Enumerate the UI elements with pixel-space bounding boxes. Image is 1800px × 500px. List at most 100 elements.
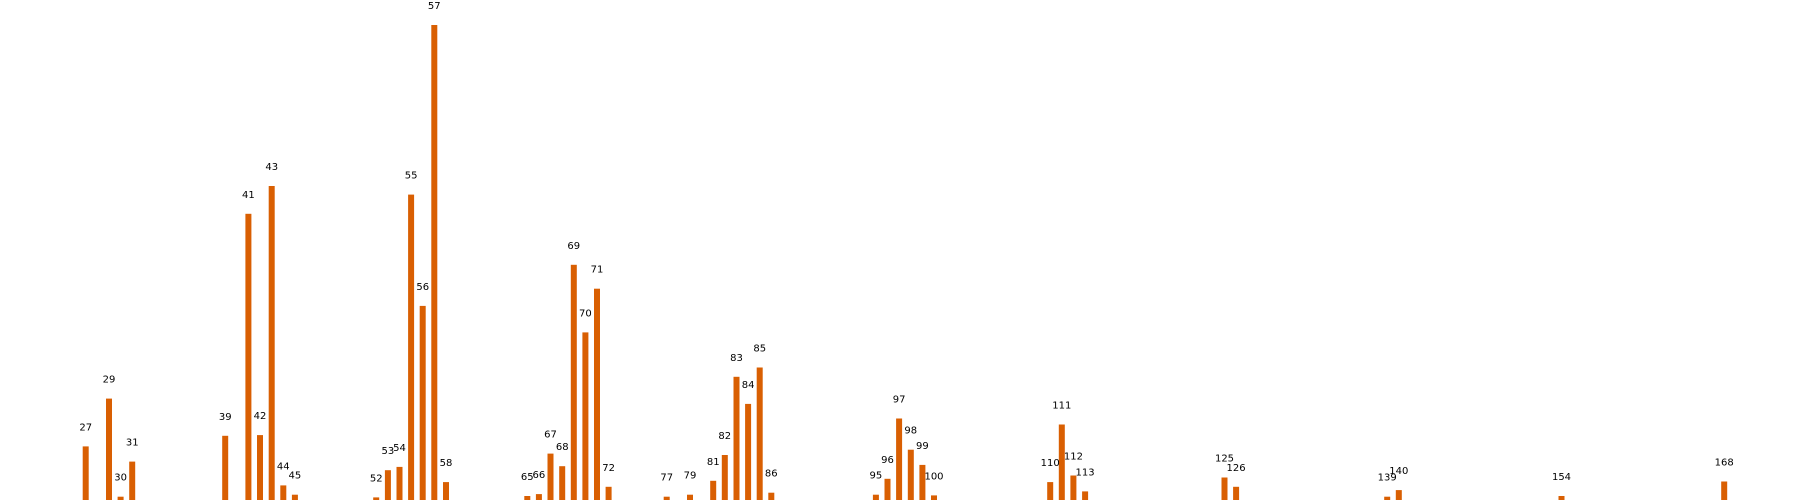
- bar-65: [524, 496, 531, 500]
- bar-83: [733, 376, 740, 500]
- bar-168: [1721, 481, 1728, 500]
- bar-label-68: 68: [556, 442, 569, 453]
- bar-45: [291, 494, 298, 500]
- bar-52: [373, 497, 380, 500]
- bar-139: [1384, 496, 1391, 500]
- bar-label-30: 30: [114, 473, 127, 484]
- bar-99: [919, 464, 926, 500]
- bar-85: [756, 367, 763, 500]
- bar-69: [570, 264, 577, 500]
- bar-label-100: 100: [924, 471, 943, 482]
- bar-58: [443, 482, 449, 500]
- bar-label-97: 97: [893, 395, 906, 406]
- bar-label-55: 55: [405, 171, 418, 182]
- bar-label-81: 81: [707, 457, 720, 468]
- bar-112: [1070, 475, 1077, 500]
- bar-label-86: 86: [765, 469, 778, 480]
- bar-56: [419, 305, 426, 500]
- bar-label-168: 168: [1715, 458, 1734, 469]
- bar-label-110: 110: [1041, 458, 1060, 469]
- bar-label-95: 95: [870, 471, 883, 482]
- bar-154: [1558, 496, 1565, 500]
- bar-label-85: 85: [753, 344, 766, 355]
- bar-label-96: 96: [881, 455, 894, 466]
- bar-31: [129, 461, 136, 500]
- bar-55: [408, 194, 415, 500]
- bar-41: [245, 213, 252, 500]
- bar-label-42: 42: [254, 411, 267, 422]
- bar-57: [431, 25, 438, 500]
- bar-84: [745, 403, 752, 500]
- bar-72: [605, 486, 612, 500]
- bar-39: [222, 435, 229, 500]
- bar-29: [106, 398, 112, 500]
- bar-82: [721, 455, 728, 500]
- bar-125: [1221, 477, 1228, 500]
- bar-label-154: 154: [1552, 472, 1571, 483]
- bar-label-67: 67: [544, 430, 557, 441]
- bar-label-57: 57: [428, 1, 441, 12]
- bars-layer: [82, 25, 1728, 500]
- bar-label-70: 70: [579, 308, 592, 319]
- bar-70: [582, 332, 589, 500]
- bar-label-139: 139: [1378, 473, 1397, 484]
- bar-113: [1082, 491, 1089, 500]
- bar-30: [117, 496, 124, 500]
- bar-66: [535, 494, 542, 500]
- bar-98: [907, 449, 914, 500]
- bar-label-54: 54: [393, 443, 406, 454]
- bar-label-41: 41: [242, 190, 255, 201]
- bar-110: [1047, 482, 1054, 500]
- bar-27: [82, 446, 89, 500]
- bar-111: [1058, 424, 1065, 500]
- bar-label-112: 112: [1064, 452, 1083, 463]
- bar-label-77: 77: [660, 473, 673, 484]
- bar-label-39: 39: [219, 412, 232, 423]
- bar-label-125: 125: [1215, 454, 1234, 465]
- bar-86: [768, 492, 775, 500]
- bar-label-66: 66: [533, 470, 546, 481]
- bar-label-65: 65: [521, 472, 534, 483]
- bar-43: [268, 186, 275, 500]
- bar-53: [384, 470, 391, 500]
- bar-95: [872, 494, 879, 500]
- bar-68: [559, 466, 566, 500]
- bar-label-111: 111: [1052, 401, 1071, 412]
- bar-label-79: 79: [684, 471, 697, 482]
- bar-label-45: 45: [289, 471, 302, 482]
- bar-label-69: 69: [567, 241, 580, 252]
- bar-label-84: 84: [742, 380, 755, 391]
- bar-100: [931, 495, 937, 500]
- bar-44: [280, 485, 287, 500]
- bar-label-27: 27: [79, 422, 92, 433]
- bar-label-98: 98: [904, 426, 917, 437]
- bar-label-82: 82: [718, 431, 731, 442]
- bar-67: [547, 453, 554, 500]
- bar-label-44: 44: [277, 461, 290, 472]
- bar-label-52: 52: [370, 473, 383, 484]
- bar-label-72: 72: [602, 463, 615, 474]
- bar-label-126: 126: [1227, 463, 1246, 474]
- bar-label-71: 71: [591, 265, 604, 276]
- bar-label-83: 83: [730, 353, 743, 364]
- bar-label-140: 140: [1389, 466, 1408, 477]
- bar-label-53: 53: [382, 446, 395, 457]
- bar-96: [884, 478, 891, 500]
- bar-label-43: 43: [265, 162, 278, 173]
- bar-140: [1395, 490, 1402, 500]
- bar-label-113: 113: [1076, 467, 1095, 478]
- bar-97: [896, 418, 903, 500]
- bar-label-58: 58: [440, 458, 453, 469]
- bar-79: [687, 494, 693, 500]
- bar-126: [1233, 486, 1240, 500]
- bar-label-31: 31: [126, 438, 139, 449]
- bar-54: [396, 466, 403, 500]
- bar-label-29: 29: [103, 375, 116, 386]
- bar-71: [594, 288, 600, 500]
- bar-81: [710, 480, 717, 500]
- bar-label-99: 99: [916, 441, 929, 452]
- bar-42: [257, 435, 263, 500]
- bar-label-56: 56: [416, 282, 429, 293]
